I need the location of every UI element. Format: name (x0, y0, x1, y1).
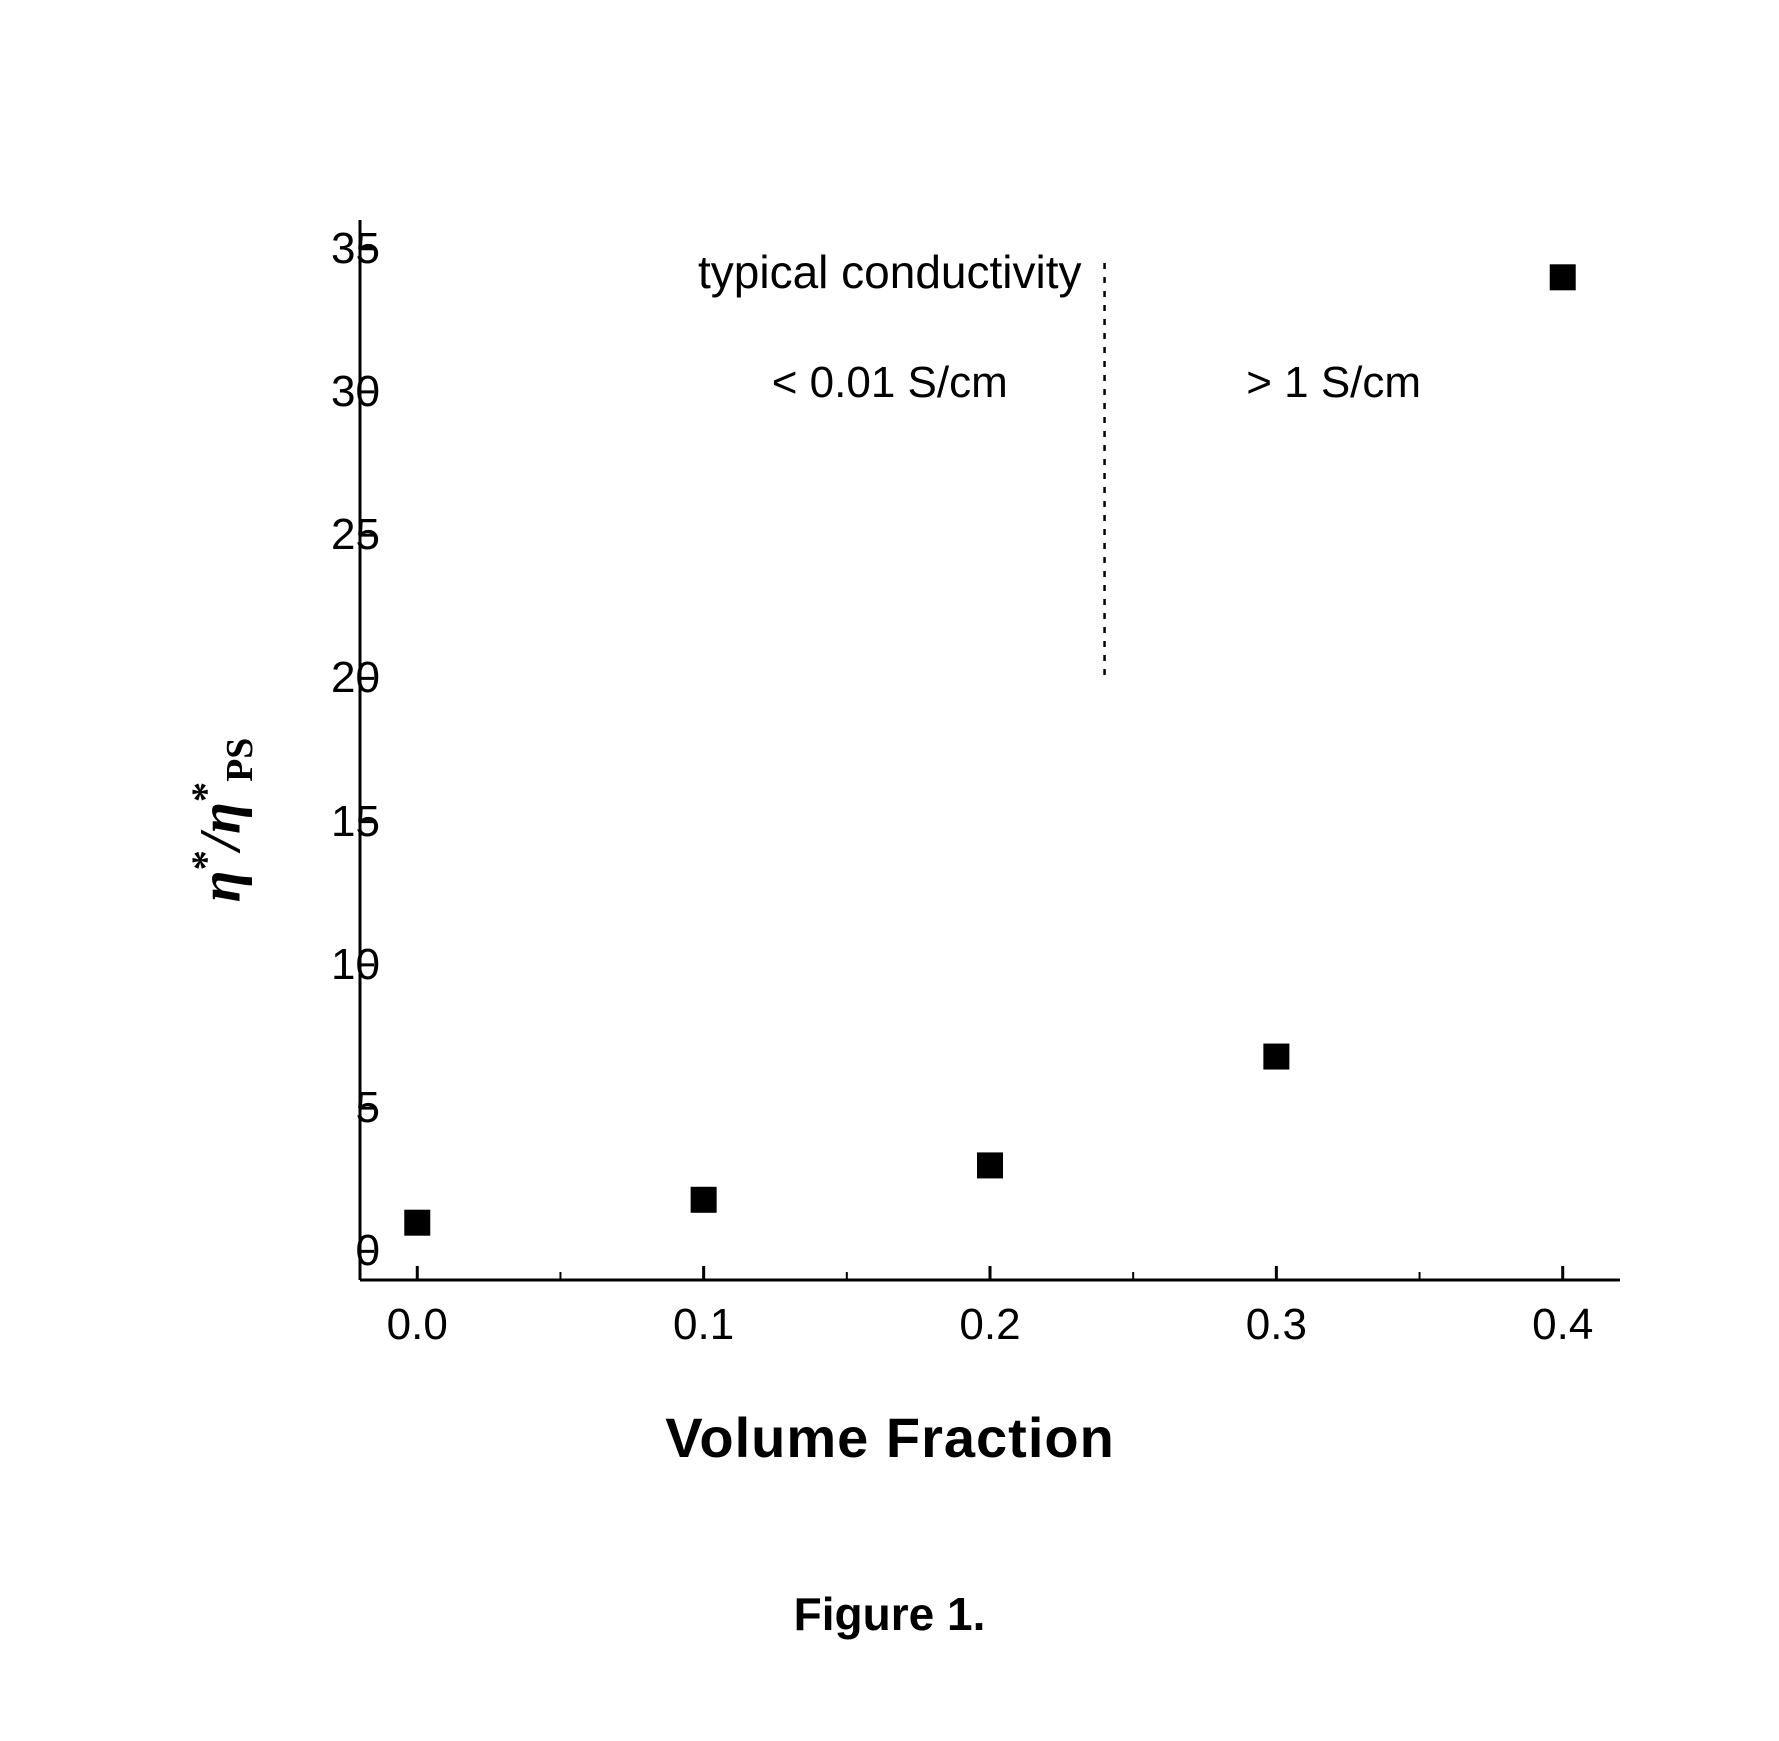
page: η*/η*PS Volume Fraction 05101520253035 0… (0, 0, 1779, 1741)
x-tick-label: 0.4 (1532, 1300, 1593, 1350)
y-tick-label: 25 (331, 510, 380, 560)
x-tick-label: 0.2 (959, 1300, 1020, 1350)
figure-caption: Figure 1. (794, 1587, 986, 1641)
y-eta1: η (188, 870, 253, 902)
y-tick-label: 20 (331, 653, 380, 703)
y-star2: * (183, 782, 228, 802)
y-tick-label: 35 (331, 224, 380, 274)
y-tick-label: 30 (331, 367, 380, 417)
x-axis-label: Volume Fraction (665, 1405, 1115, 1470)
x-tick-label: 0.0 (387, 1300, 448, 1350)
annotation-right-region: > 1 S/cm (1246, 358, 1421, 408)
x-tick-label: 0.1 (673, 1300, 734, 1350)
markers-group (404, 264, 1575, 1235)
y-eta2: η (188, 802, 253, 834)
annotation-title: typical conductivity (698, 245, 1082, 299)
x-tick-label: 0.3 (1246, 1300, 1307, 1350)
y-sub: PS (219, 738, 261, 782)
y-axis-label: η*/η*PS (182, 738, 262, 902)
y-tick-label: 10 (331, 940, 380, 990)
y-star1: * (183, 850, 228, 870)
annotation-left-region: < 0.01 S/cm (772, 358, 1008, 408)
y-tick-label: 0 (356, 1226, 380, 1276)
y-tick-label: 15 (331, 797, 380, 847)
y-tick-label: 5 (356, 1083, 380, 1133)
y-slash: / (188, 834, 253, 850)
chart-container: η*/η*PS Volume Fraction 05101520253035 0… (120, 180, 1660, 1460)
